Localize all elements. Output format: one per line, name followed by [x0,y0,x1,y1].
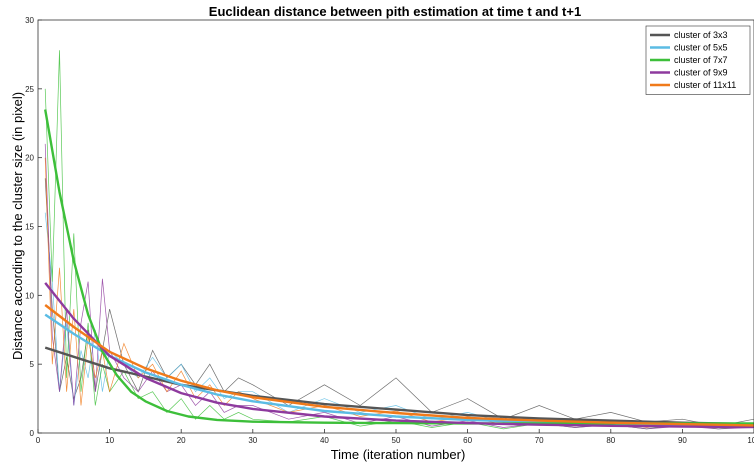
legend-entry: cluster of 9x9 [674,68,728,78]
x-tick-label: 30 [248,436,257,445]
series-raw-line-0 [44,178,754,427]
y-tick-label: 30 [25,16,34,25]
y-tick-label: 5 [30,360,35,369]
y-tick-label: 10 [25,291,34,300]
x-tick-label: 90 [678,436,687,445]
y-axis-label: Distance according to the cluster size (… [10,92,25,360]
y-tick-label: 20 [25,154,34,163]
chart-title: Euclidean distance between pith estimati… [209,4,581,19]
y-axis: 0 5 10 15 20 25 30 [25,16,42,438]
series-fit-line-0 [44,346,754,426]
x-tick-label: 70 [535,436,544,445]
legend-entry: cluster of 7x7 [674,55,728,65]
y-tick-label: 25 [25,85,34,94]
y-tick-label: 15 [25,223,34,232]
series-raw-line-3 [44,143,754,430]
legend-entry: cluster of 3x3 [674,30,728,40]
x-axis: 0 10 20 30 40 50 60 70 80 90 100 [36,429,754,445]
series-raw-line-4 [44,157,754,428]
series-raw-line-1 [44,212,754,428]
x-tick-label: 40 [320,436,329,445]
legend-entry: cluster of 11x11 [674,80,736,90]
x-tick-label: 20 [177,436,186,445]
x-tick-label: 80 [606,436,615,445]
series-fit-line-3 [44,282,754,429]
x-axis-label: Time (iteration number) [331,447,466,462]
x-tick-label: 60 [463,436,472,445]
x-tick-label: 10 [105,436,114,445]
x-tick-label: 0 [36,436,41,445]
x-tick-label: 100 [747,436,754,445]
series-fit-line-4 [44,304,754,427]
x-tick-label: 50 [392,436,401,445]
legend: cluster of 3x3 cluster of 5x5 cluster of 7… [645,25,751,95]
plot-area [44,50,754,430]
legend-entry: cluster of 5x5 [674,43,728,53]
series-fit-line-2 [44,109,754,425]
y-tick-label: 0 [30,429,35,438]
